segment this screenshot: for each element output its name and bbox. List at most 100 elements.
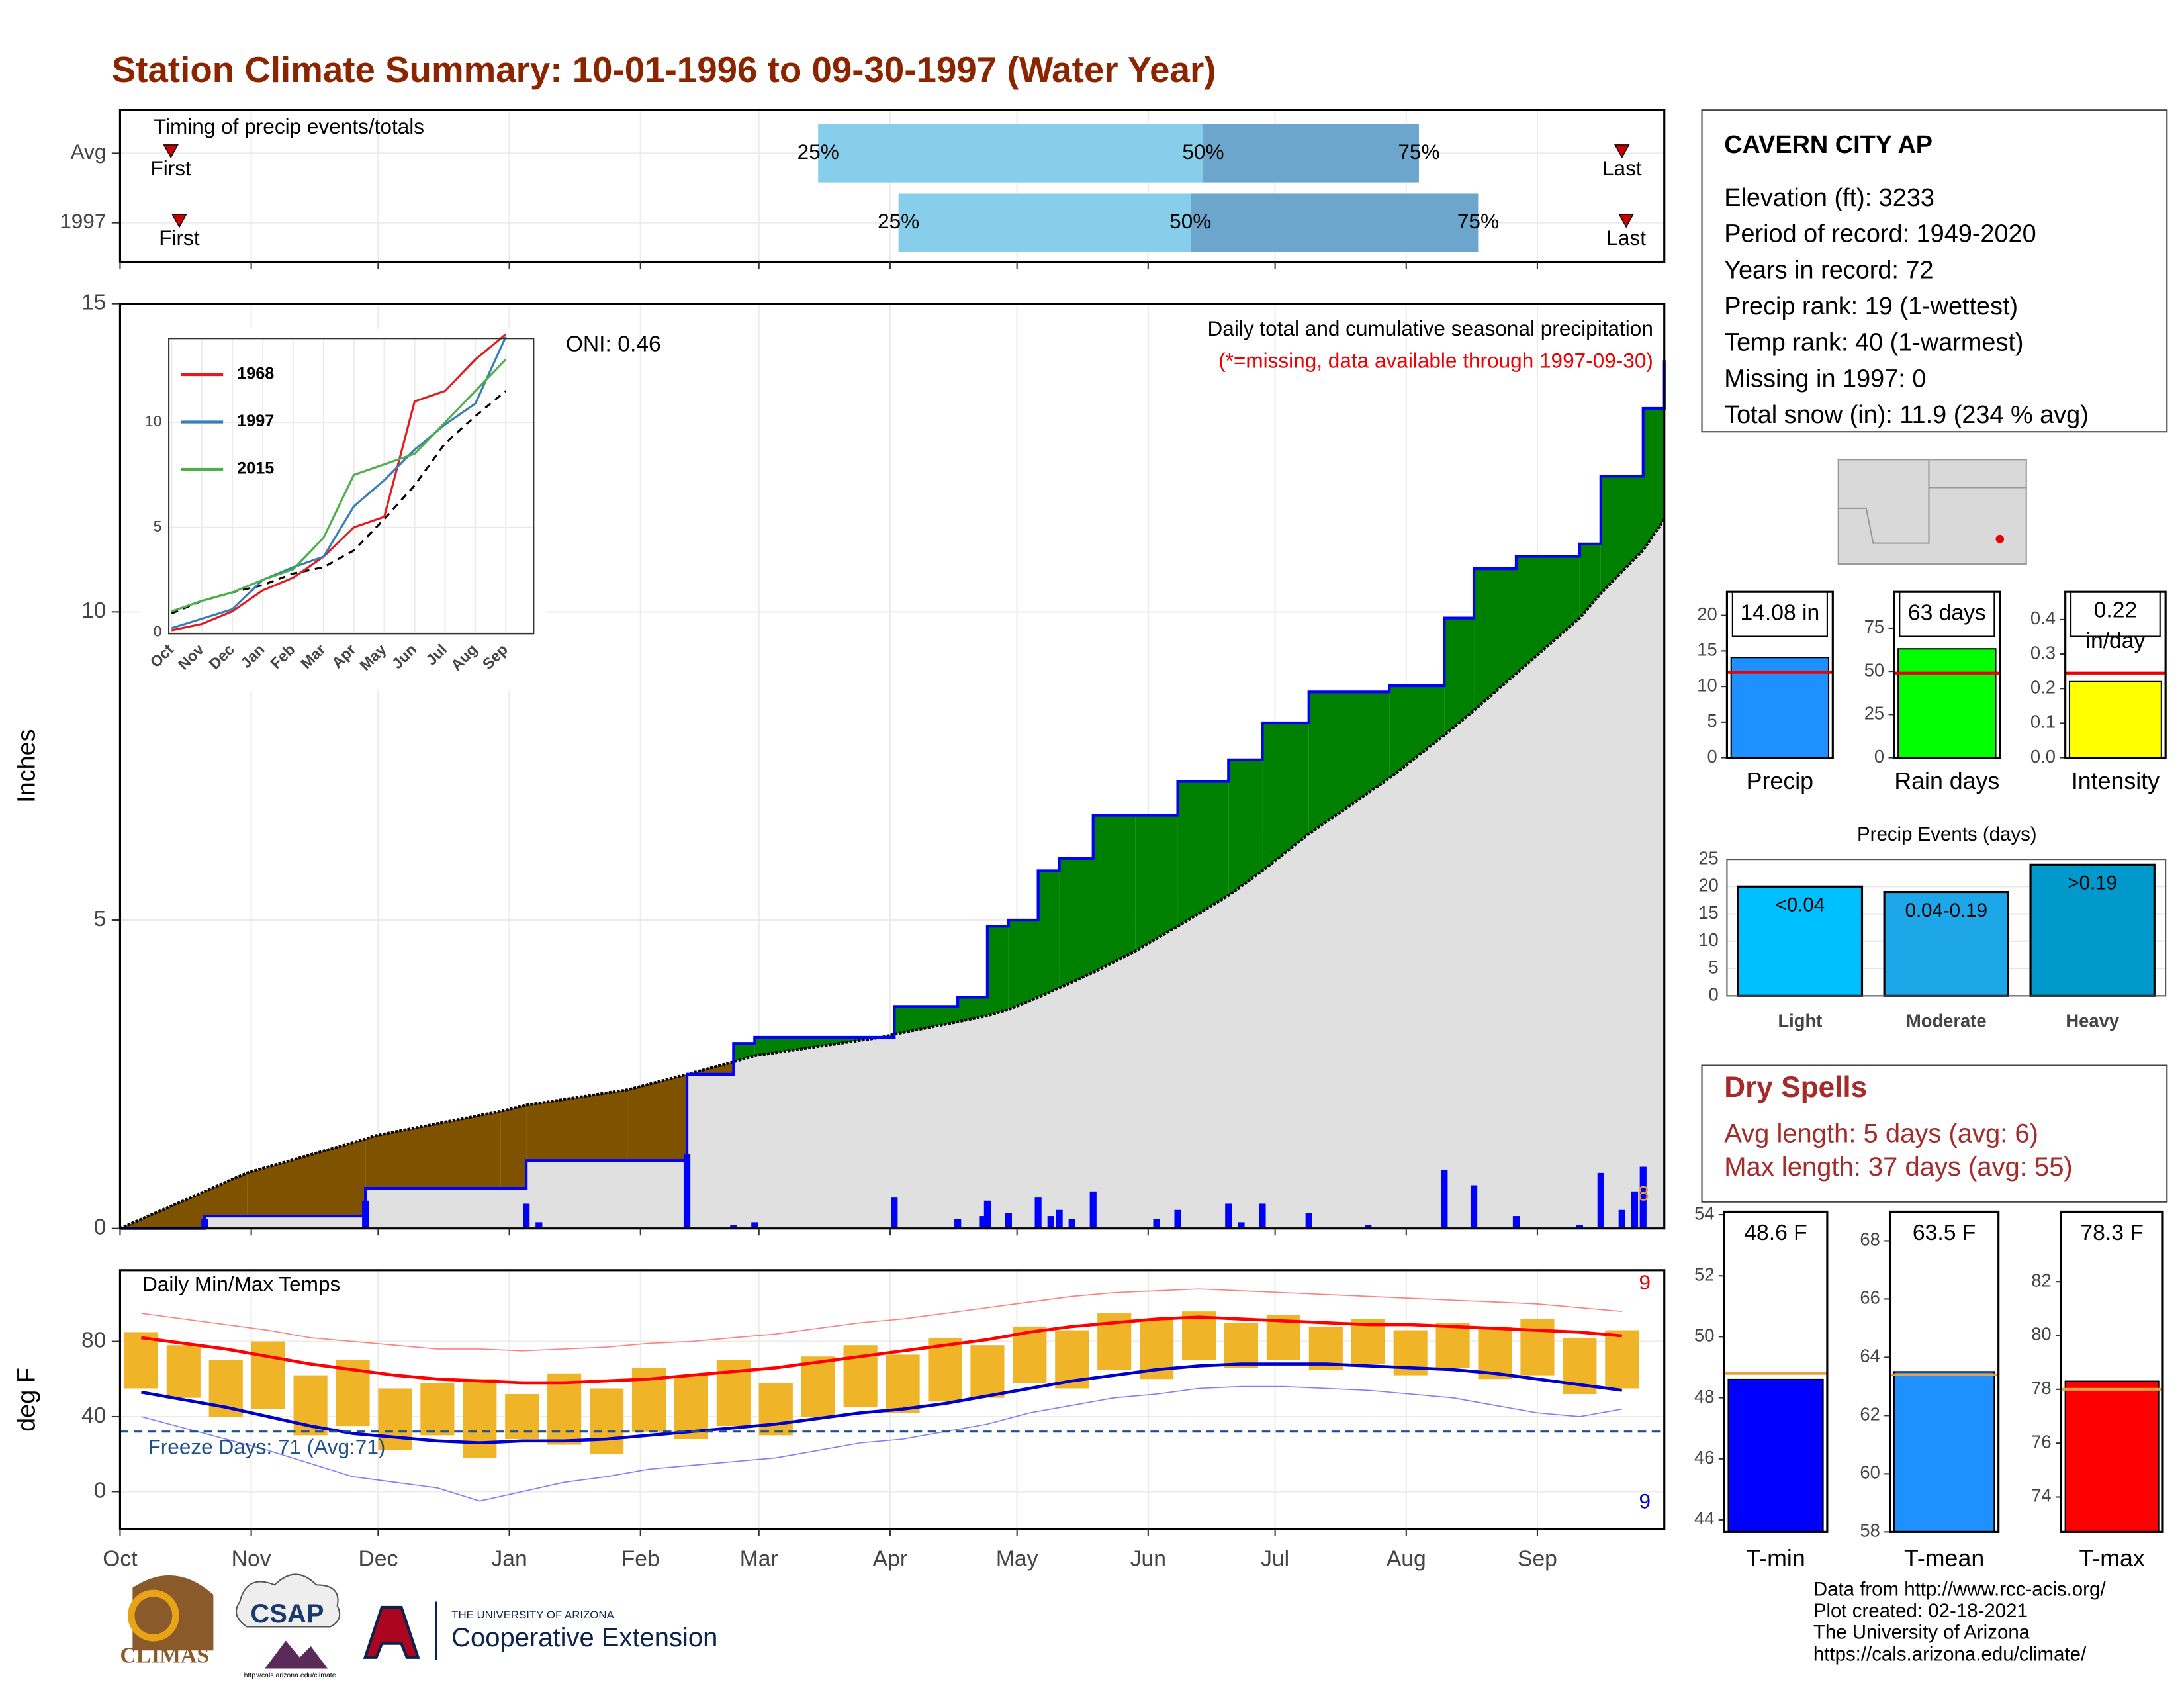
y-tick-label: 25 <box>1698 847 1718 868</box>
y-tick-label: 80 <box>2031 1324 2051 1344</box>
y-tick-label: 0.1 <box>2030 712 2056 732</box>
panel-frame <box>118 303 1666 1230</box>
temp-bar <box>1435 1323 1470 1368</box>
count-label: 8 <box>1637 1182 1649 1205</box>
y-tick-label: 5 <box>1709 957 1719 977</box>
oni-label: ONI: 0.46 <box>566 332 661 357</box>
average-line <box>171 390 507 615</box>
temp-bar <box>801 1356 835 1417</box>
y-axis-label: deg F <box>13 1368 41 1432</box>
record-max-line <box>141 1288 1622 1352</box>
daily-bar <box>683 1154 691 1229</box>
station-line: Temp rank: 40 (1-warmest) <box>1724 329 2023 357</box>
temp-bar <box>1013 1326 1047 1383</box>
departure-fill <box>958 997 987 1022</box>
record-min-line <box>141 1385 1622 1502</box>
event-label: First <box>150 156 191 180</box>
daily-bar <box>1238 1222 1245 1229</box>
bar <box>1737 885 1864 997</box>
y-tick-label: 10 <box>145 412 162 430</box>
daily-bar <box>535 1222 543 1229</box>
y-tick-label: 10 <box>81 598 106 623</box>
panel-frame <box>1888 1210 2000 1533</box>
temp-bar <box>1605 1330 1639 1389</box>
observed-line <box>120 360 1666 1230</box>
value-label: >0.19 <box>2068 872 2117 894</box>
y-tick-label: 76 <box>2031 1431 2051 1452</box>
freeze-label: Freeze Days: 71 (Avg:71) <box>148 1434 386 1458</box>
departure-fill <box>1600 476 1643 594</box>
category-label: Precip <box>1747 768 1813 794</box>
y-tick-label: 74 <box>2031 1485 2051 1506</box>
y-tick-label: 52 <box>1694 1264 1714 1284</box>
panel-frame <box>1726 859 2167 997</box>
departure-fill <box>1059 858 1093 988</box>
panel-title: Precip Events (days) <box>1857 823 2037 845</box>
ua-small: THE UNIVERSITY OF ARIZONA <box>451 1609 614 1621</box>
panel-frame <box>1723 1210 1829 1533</box>
station-box <box>1701 109 2168 433</box>
station-line: Missing in 1997: 0 <box>1724 365 1926 393</box>
station-line: Total snow (in): 11.9 (234 % avg) <box>1724 401 2089 429</box>
daily-bar <box>1305 1213 1312 1229</box>
series-line <box>171 336 507 630</box>
y-tick-label: 44 <box>1694 1508 1714 1528</box>
y-tick-label: 0 <box>1709 984 1719 1005</box>
dry-spell-line: Avg length: 5 days (avg: 6) <box>1724 1119 2038 1148</box>
row-label: Avg <box>71 140 107 164</box>
category-label: T-max <box>2079 1545 2144 1571</box>
temp-bar <box>166 1345 201 1398</box>
category-label: Heavy <box>2066 1011 2119 1031</box>
daily-bar <box>730 1225 737 1229</box>
daily-bar <box>954 1219 962 1229</box>
temp-bar <box>674 1375 709 1440</box>
record-high-count: 9 <box>1639 1270 1651 1294</box>
y-tick-label: 0.2 <box>2030 677 2056 697</box>
bar <box>1897 648 1997 759</box>
legend-label: 2015 <box>237 459 274 478</box>
dry-spell-line: Max length: 37 days (avg: 55) <box>1724 1152 2073 1182</box>
departure-fill <box>733 1043 755 1062</box>
departure-fill <box>500 1105 527 1189</box>
y-tick-label: 46 <box>1694 1447 1714 1468</box>
y-tick-label: 15 <box>1697 639 1717 660</box>
y-tick-label: 75 <box>1864 616 1884 637</box>
inset-plot <box>169 338 534 634</box>
bar <box>1893 1371 1995 1533</box>
y-tick-label: 48 <box>1694 1386 1714 1407</box>
bar <box>1727 1378 1824 1533</box>
panel-frame <box>2064 590 2167 759</box>
category-label: T-mean <box>1904 1545 1984 1571</box>
daily-bar <box>979 1216 987 1229</box>
station-line: Precip rank: 19 (1-wettest) <box>1724 293 2018 320</box>
y-tick-label: 0 <box>1874 746 1884 767</box>
subtitle: Daily total and cumulative seasonal prec… <box>1208 316 1653 340</box>
x-tick-label: Mar <box>740 1546 778 1571</box>
temp-bar <box>1224 1323 1259 1368</box>
event-marker <box>171 214 187 228</box>
temp-bar <box>590 1388 624 1454</box>
temp-bar <box>463 1379 497 1458</box>
departure-fill <box>247 1139 366 1217</box>
dry-spells-box <box>1701 1064 2168 1203</box>
departure-fill <box>1262 722 1309 871</box>
bar <box>1883 890 2009 997</box>
page-title: Station Climate Summary: 10-01-1996 to 0… <box>112 49 1216 90</box>
y-tick-label: 0 <box>154 622 162 639</box>
departure-fill <box>1177 781 1229 927</box>
station-line: Period of record: 1949-2020 <box>1724 220 2036 248</box>
locator-map <box>1837 459 2027 565</box>
temp-bar <box>1181 1311 1216 1360</box>
daily-bar <box>1512 1216 1520 1229</box>
daily-bar <box>1153 1219 1160 1229</box>
temp-bar <box>420 1382 455 1436</box>
temp-bar <box>758 1382 793 1436</box>
late-half <box>1203 124 1419 183</box>
y-tick-label: 64 <box>1860 1346 1880 1366</box>
value-label: 63 days <box>1908 601 1986 626</box>
logos: CLIMAS CSAP http://cals.arizona.edu/clim… <box>120 1573 717 1679</box>
row-label: 1997 <box>60 209 106 233</box>
y-tick-label: 10 <box>1698 929 1718 950</box>
series-line <box>171 333 507 632</box>
